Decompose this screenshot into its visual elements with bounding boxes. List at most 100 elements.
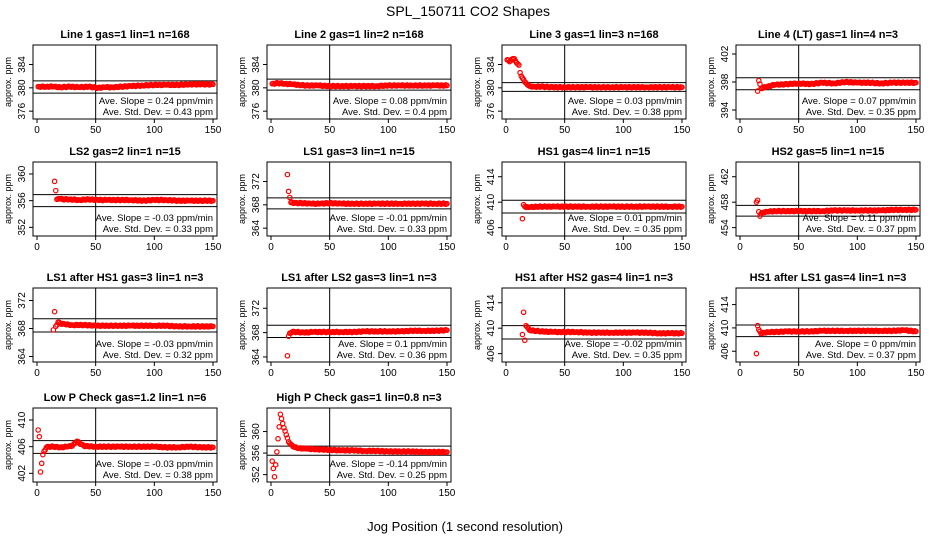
y-tick-label: 376 (17, 102, 28, 119)
y-axis-label: approx. ppm (237, 57, 247, 107)
y-tick-label: 406 (486, 345, 497, 362)
x-tick-label: 150 (908, 125, 925, 136)
y-axis-label: approx. ppm (3, 174, 13, 224)
panel-10: LS1 after LS2 gas=3 lin=1 n=3 0 50 100 150 36… (237, 272, 456, 379)
y-tick-label: 414 (486, 294, 497, 311)
annotation-text: Ave. Slope = 0.01 ppm/min (568, 213, 682, 224)
x-tick-label: 150 (439, 242, 456, 253)
y-axis-label: approx. ppm (472, 174, 482, 224)
x-tick-label: 100 (380, 125, 397, 136)
annotation-text: Ave. Slope = -0.14 ppm/min (330, 459, 447, 470)
plot-frame (32, 161, 218, 237)
plot-frame (266, 407, 452, 483)
x-tick-label: 0 (268, 125, 274, 136)
plot-frame (32, 407, 218, 483)
panel-4: Line 4 (LT) gas=1 lin=4 n=3 0 50 100 150 394 3… (706, 29, 925, 136)
y-axis-label: approx. ppm (706, 174, 716, 224)
x-tick-label: 100 (615, 125, 632, 136)
data-point (444, 200, 450, 207)
plot-frame (266, 161, 452, 237)
data-point (35, 427, 41, 433)
x-tick-label: 150 (205, 368, 222, 379)
y-tick-label: 376 (251, 102, 262, 119)
panel-title: HS1 after LS1 gas=4 lin=1 n=3 (750, 272, 907, 284)
plot-frame (501, 287, 687, 363)
data-point (753, 350, 760, 357)
data-point (519, 215, 526, 222)
data-point (283, 431, 290, 438)
data-point (37, 469, 44, 475)
x-tick-label: 0 (34, 125, 40, 136)
annotation-text: Ave. Slope = 0.1 ppm/min (338, 339, 447, 350)
data-point (284, 352, 291, 359)
data-point (210, 81, 216, 88)
y-axis-label: approx. ppm (3, 300, 13, 350)
data-point (275, 435, 281, 442)
x-tick-label: 50 (90, 242, 102, 253)
x-tick-label: 50 (324, 125, 336, 136)
panel-8: HS2 gas=5 lin=1 n=15 0 50 100 150 454 458 462 ap… (706, 146, 925, 253)
y-tick-label: 368 (17, 320, 28, 337)
x-tick-label: 0 (737, 242, 743, 253)
data-point (913, 79, 919, 86)
plot-frame (501, 161, 687, 237)
y-tick-label: 454 (720, 219, 731, 236)
y-axis-label: approx. ppm (3, 420, 13, 470)
x-tick-label: 50 (324, 368, 336, 379)
annotation-text: Ave. Std. Dev. = 0.25 ppm (337, 470, 447, 481)
data-point (274, 449, 280, 455)
x-tick-label: 0 (503, 125, 509, 136)
x-tick-label: 50 (793, 242, 805, 253)
y-tick-label: 398 (720, 73, 731, 90)
annotation-text: Ave. Slope = 0.03 ppm/min (568, 96, 682, 107)
x-tick-label: 100 (146, 125, 163, 136)
y-tick-label: 406 (17, 438, 28, 455)
data-point (514, 61, 521, 67)
y-tick-label: 352 (251, 466, 262, 483)
panel-title: Line 3 gas=1 lin=3 n=168 (529, 29, 658, 41)
panel-13: Low P Check gas=1.2 lin=1 n=6 0 50 100 150 40… (3, 392, 222, 499)
annotation-text: Ave. Std. Dev. = 0.4 ppm (342, 107, 447, 118)
panel-title: HS1 gas=4 lin=1 n=15 (538, 146, 651, 158)
y-tick-label: 352 (17, 219, 28, 236)
x-tick-label: 50 (90, 125, 102, 136)
data-point (269, 458, 275, 464)
annotation-text: Ave. Slope = 0.07 ppm/min (802, 96, 916, 107)
x-tick-label: 50 (90, 488, 102, 499)
y-tick-label: 410 (486, 193, 497, 210)
x-tick-label: 50 (793, 368, 805, 379)
y-tick-label: 372 (251, 173, 262, 190)
x-tick-label: 0 (737, 368, 743, 379)
y-tick-label: 364 (251, 219, 262, 236)
panel-title: Low P Check gas=1.2 lin=1 n=6 (44, 392, 207, 404)
x-tick-label: 0 (34, 488, 40, 499)
y-tick-label: 394 (720, 101, 731, 118)
figure-title: SPL_150711 CO2 Shapes (386, 3, 550, 19)
panels-container: Line 1 gas=1 lin=1 n=168 0 50 100 150 376 380 3… (3, 29, 925, 499)
data-point (516, 62, 522, 68)
plot-frame (266, 44, 452, 120)
data-point (285, 188, 292, 195)
y-tick-label: 380 (17, 79, 28, 96)
annotation-text: Ave. Slope = 0 ppm/min (815, 339, 916, 350)
panel-2: Line 2 gas=1 lin=2 n=168 0 50 100 150 376 380 3… (237, 29, 456, 136)
data-point (40, 451, 46, 458)
data-point (754, 197, 761, 204)
x-tick-label: 100 (380, 368, 397, 379)
data-point (519, 331, 526, 338)
panel-title: LS2 gas=2 lin=1 n=15 (69, 146, 181, 158)
data-point (210, 197, 216, 204)
y-tick-label: 406 (720, 342, 731, 359)
data-point (272, 462, 279, 468)
panel-3: Line 3 gas=1 lin=3 n=168 0 50 100 150 376 380 3… (472, 29, 691, 136)
annotation-text: Ave. Std. Dev. = 0.33 ppm (337, 224, 447, 235)
annotation-text: Ave. Slope = -0.03 ppm/min (96, 213, 213, 224)
data-point (38, 460, 45, 467)
x-tick-label: 100 (849, 242, 866, 253)
x-tick-label: 100 (615, 242, 632, 253)
x-tick-label: 50 (559, 125, 571, 136)
y-tick-label: 410 (720, 319, 731, 336)
y-tick-label: 458 (720, 193, 731, 210)
x-tick-label: 0 (34, 242, 40, 253)
x-tick-label: 150 (205, 125, 222, 136)
